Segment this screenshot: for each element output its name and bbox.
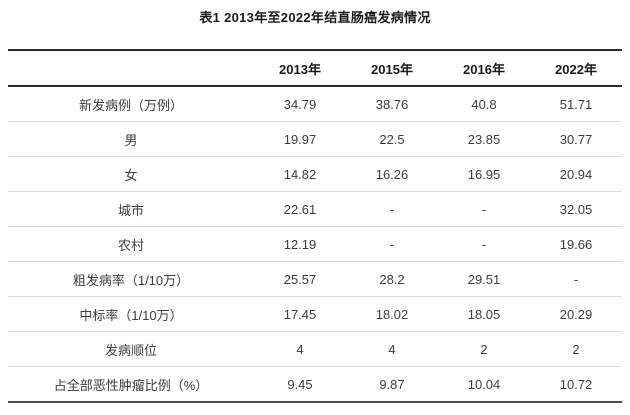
value-cell: 20.94	[530, 156, 622, 192]
header-cell-year: 2015年	[346, 50, 438, 87]
value-cell: -	[346, 226, 438, 262]
header-row: 2013年 2015年 2016年 2022年	[8, 50, 622, 87]
table-header: 2013年 2015年 2016年 2022年	[8, 50, 622, 87]
table-title: 表1 2013年至2022年结直肠癌发病情况	[199, 10, 431, 25]
value-cell: 38.76	[346, 86, 438, 122]
value-cell: 29.51	[438, 261, 530, 297]
value-cell: 18.05	[438, 296, 530, 332]
value-cell: 34.79	[254, 86, 346, 122]
value-cell: 2	[530, 331, 622, 367]
value-cell: 10.72	[559, 376, 593, 392]
value-cell: 30.77	[530, 121, 622, 157]
value-cell: 28.2	[346, 261, 438, 297]
header-cell-year: 2013年	[254, 50, 346, 87]
value-cell: 2	[438, 331, 530, 367]
value-cell: 20.29	[530, 296, 622, 332]
table-row: 新发病例（万例） 34.79 38.76 40.8 51.71	[8, 86, 622, 122]
value-cell: 9.45	[287, 376, 313, 392]
row-label: 中标率（1/10万）	[8, 296, 254, 332]
header-cell-year: 2022年	[530, 50, 622, 87]
row-label: 粗发病率（1/10万）	[8, 261, 254, 297]
value-cell: -	[438, 191, 530, 227]
table-row: 中标率（1/10万） 17.45 18.02 18.05 20.29	[8, 296, 622, 332]
value-cell: 22.61	[254, 191, 346, 227]
row-label: 农村	[8, 226, 254, 262]
value-cell: -	[438, 226, 530, 262]
table-row: 占全部恶性肿瘤比例（%） 9.45 9.87 10.04 10.72	[8, 367, 622, 403]
value-cell: 32.05	[530, 191, 622, 227]
value-cell: 16.26	[346, 156, 438, 192]
value-cell: 19.66	[530, 226, 622, 262]
value-cell: 9.87	[379, 376, 405, 392]
header-cell-year: 2016年	[438, 50, 530, 87]
value-cell: 17.45	[254, 296, 346, 332]
row-label: 占全部恶性肿瘤比例（%）	[53, 377, 209, 393]
row-label: 发病顺位	[8, 331, 254, 367]
value-cell: 10.04	[467, 376, 501, 392]
table-row: 粗发病率（1/10万） 25.57 28.2 29.51-	[8, 261, 622, 297]
row-label: 新发病例（万例）	[8, 86, 254, 122]
value-cell: 19.97	[254, 121, 346, 157]
row-label: 女	[8, 156, 254, 192]
row-label: 城市	[8, 191, 254, 227]
value-cell: 16.95	[438, 156, 530, 192]
value-cell: 23.85	[438, 121, 530, 157]
header-cell-blank	[8, 50, 254, 87]
table-row: 女 14.82 16.26 16.95 20.94	[8, 156, 622, 192]
value-cell: 14.82	[254, 156, 346, 192]
value-cell: -	[346, 191, 438, 227]
table-row: 发病顺位 4 4 2 2	[8, 331, 622, 367]
value-cell: 4	[254, 331, 346, 367]
table-row: 城市 22.61- -32.05	[8, 191, 622, 227]
value-cell: 25.57	[254, 261, 346, 297]
incidence-table: 2013年 2015年 2016年 2022年 新发病例（万例） 34.79 38.76 4…	[8, 49, 622, 403]
table-body: 新发病例（万例） 34.79 38.76 40.8 51.71 男 19.97 22.5 23.…	[8, 86, 622, 402]
table-row: 农村 12.19- -19.66	[8, 226, 622, 262]
value-cell: 4	[346, 331, 438, 367]
row-label: 男	[8, 121, 254, 157]
table-row: 男 19.97 22.5 23.85 30.77	[8, 121, 622, 157]
value-cell: 40.8	[438, 86, 530, 122]
value-cell: 18.02	[346, 296, 438, 332]
value-cell: 12.19	[254, 226, 346, 262]
value-cell: -	[530, 261, 622, 297]
value-cell: 51.71	[530, 86, 622, 122]
value-cell: 22.5	[346, 121, 438, 157]
